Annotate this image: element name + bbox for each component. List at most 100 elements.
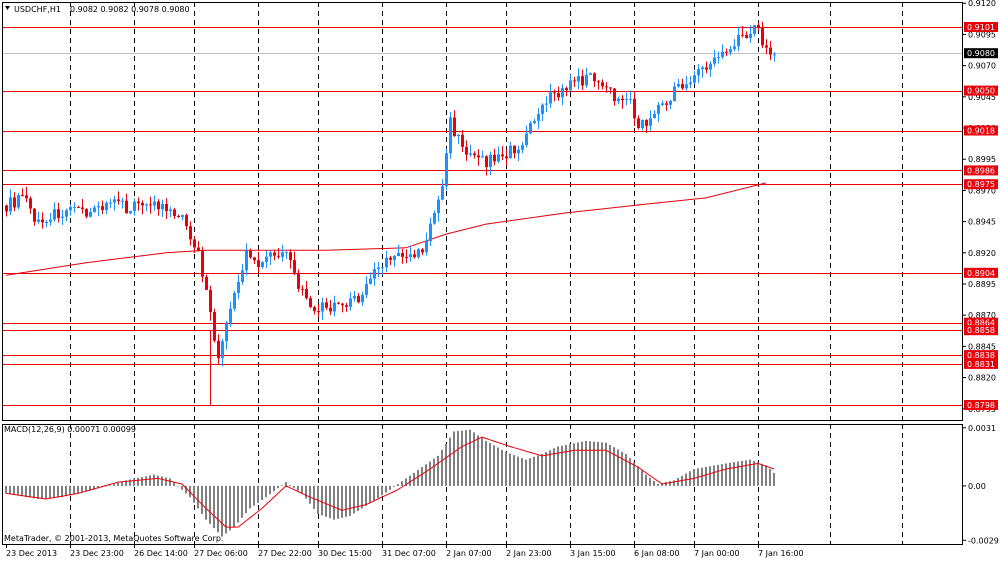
level-tag-bg bbox=[964, 125, 998, 136]
macd-histogram-bar bbox=[109, 484, 111, 486]
macd-histogram-bar bbox=[353, 485, 355, 514]
candle-body bbox=[105, 203, 108, 211]
candle bbox=[237, 274, 240, 300]
candle-body bbox=[445, 153, 448, 187]
candle bbox=[409, 246, 412, 262]
candle-body bbox=[453, 117, 456, 137]
candle bbox=[113, 195, 116, 211]
candle bbox=[109, 198, 112, 209]
candle bbox=[489, 151, 492, 175]
candle-body bbox=[189, 226, 192, 240]
candle bbox=[317, 304, 320, 318]
candle-body bbox=[405, 256, 408, 258]
macd-histogram-bar bbox=[9, 485, 11, 495]
macd-histogram-bar bbox=[233, 485, 235, 528]
candle-body bbox=[73, 206, 76, 208]
candle-body bbox=[729, 49, 732, 53]
candle bbox=[241, 263, 244, 285]
macd-histogram-bar bbox=[417, 469, 419, 486]
candle-body bbox=[349, 298, 352, 307]
macd-histogram-bar bbox=[333, 485, 335, 520]
candle bbox=[677, 78, 680, 88]
macd-histogram-bar bbox=[713, 465, 715, 486]
macd-histogram-bar bbox=[273, 485, 275, 492]
macd-histogram-bar bbox=[69, 485, 71, 496]
candle-body bbox=[301, 288, 304, 290]
macd-histogram-bar bbox=[205, 485, 207, 520]
candle-body bbox=[645, 119, 648, 126]
candle-body bbox=[477, 155, 480, 158]
macd-histogram-bar bbox=[553, 448, 555, 486]
macd-histogram-bar bbox=[469, 429, 471, 486]
candle bbox=[129, 210, 132, 215]
candle bbox=[349, 292, 352, 311]
time-tick-label: 30 Dec 15:00 bbox=[318, 549, 372, 558]
price-tick-label: 0.8920 bbox=[968, 249, 996, 258]
candle bbox=[337, 301, 340, 305]
candle-body bbox=[281, 252, 284, 257]
level-price-tag: 0.8831 bbox=[964, 358, 998, 369]
macd-histogram-bar bbox=[493, 445, 495, 486]
candle-body bbox=[225, 322, 228, 342]
level-tag-label: 0.8798 bbox=[967, 401, 995, 410]
candle-body bbox=[381, 267, 384, 269]
candle bbox=[53, 202, 56, 222]
candle bbox=[529, 120, 532, 135]
current-tag-bg bbox=[964, 48, 998, 59]
candle-body bbox=[5, 205, 8, 212]
price-tick-label: 0.9070 bbox=[968, 62, 996, 71]
macd-histogram-bar bbox=[201, 485, 203, 514]
macd-histogram-bar bbox=[481, 438, 483, 486]
price-tick-label: 0.9120 bbox=[968, 0, 996, 8]
candle-body bbox=[109, 202, 112, 204]
macd-histogram-bar bbox=[173, 482, 175, 486]
macd-histogram-bar bbox=[341, 485, 343, 518]
candle-body bbox=[581, 76, 584, 86]
macd-histogram-bar bbox=[221, 485, 223, 537]
candle-body bbox=[173, 209, 176, 216]
candle bbox=[21, 188, 24, 197]
macd-histogram-bar bbox=[325, 485, 327, 517]
macd-histogram-bar bbox=[269, 485, 271, 495]
time-tick-label: 27 Dec 22:00 bbox=[258, 549, 312, 558]
level-tag-bg bbox=[964, 179, 998, 190]
candle-body bbox=[441, 186, 444, 200]
macd-histogram-bar bbox=[197, 485, 199, 509]
candle-body bbox=[269, 252, 272, 257]
candle bbox=[737, 26, 740, 52]
moving-average bbox=[5, 182, 767, 276]
candle-body bbox=[77, 206, 80, 208]
time-axis: 23 Dec 2013 23 Dec 23:00 26 Dec 14:00 27 De… bbox=[6, 544, 804, 558]
macd-histogram bbox=[5, 429, 775, 537]
candle bbox=[181, 214, 184, 221]
dropdown-triangle-icon[interactable] bbox=[5, 6, 10, 10]
candle bbox=[469, 144, 472, 157]
candle-body bbox=[37, 219, 40, 222]
candle bbox=[257, 251, 260, 273]
candle bbox=[89, 207, 92, 218]
macd-histogram-bar bbox=[725, 463, 727, 486]
price-tick-label: 0.9045 bbox=[968, 93, 996, 102]
macd-histogram-bar bbox=[33, 485, 35, 499]
candle bbox=[621, 95, 624, 109]
macd-histogram-bar bbox=[677, 478, 679, 486]
candle bbox=[637, 115, 640, 130]
macd-histogram-bar bbox=[13, 485, 15, 495]
level-price-tag: 0.9018 bbox=[964, 125, 998, 136]
chart-frame bbox=[2, 2, 963, 545]
candle-body bbox=[589, 73, 592, 75]
candle-body bbox=[213, 312, 216, 341]
candle-body bbox=[601, 82, 604, 87]
candle bbox=[385, 250, 388, 273]
candle bbox=[33, 208, 36, 226]
candle-body bbox=[421, 249, 424, 253]
candle bbox=[301, 285, 304, 296]
candle bbox=[345, 303, 348, 312]
candle-body bbox=[673, 86, 676, 101]
candle bbox=[573, 76, 576, 87]
level-tag-label: 0.8986 bbox=[967, 166, 995, 175]
candle-body bbox=[253, 257, 256, 261]
candle bbox=[393, 255, 396, 267]
candle-body bbox=[565, 88, 568, 91]
candle bbox=[557, 86, 560, 101]
